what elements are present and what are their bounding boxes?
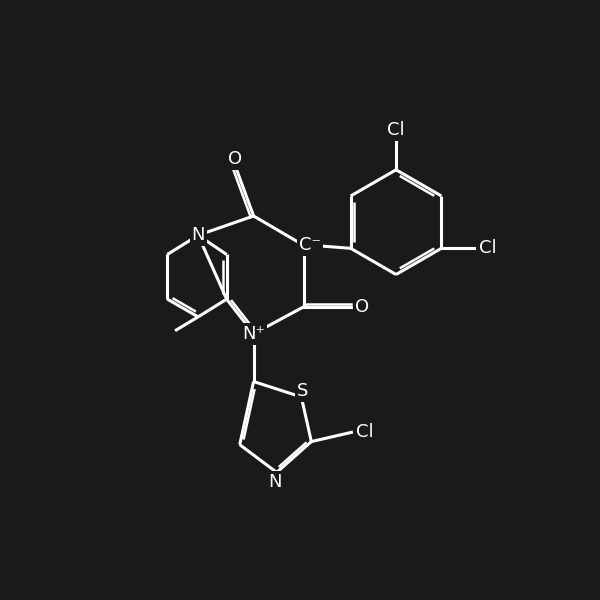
Text: C⁻: C⁻ <box>299 236 321 254</box>
Text: S: S <box>297 382 308 400</box>
Text: N⁺: N⁺ <box>242 325 265 343</box>
Text: Cl: Cl <box>479 239 496 257</box>
Text: O: O <box>355 298 369 316</box>
Text: Cl: Cl <box>356 424 374 442</box>
Text: N: N <box>191 226 205 244</box>
Text: N: N <box>268 473 282 491</box>
Text: O: O <box>228 150 242 168</box>
Text: Cl: Cl <box>387 121 405 139</box>
